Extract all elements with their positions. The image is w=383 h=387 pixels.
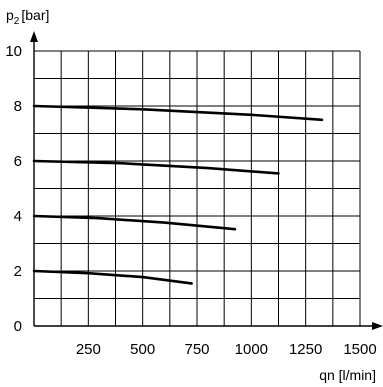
y-axis-label-main: p	[6, 7, 14, 23]
series-line-1	[32, 269, 193, 285]
y-axis-label-unit: [bar]	[21, 7, 49, 23]
series-lines	[32, 104, 324, 285]
x-tick-label: 1250	[289, 341, 322, 358]
x-tick-label: 500	[130, 341, 155, 358]
x-axis-label: qn [l/min]	[319, 367, 376, 383]
y-tick-label: 8	[14, 98, 22, 115]
y-tick-label: 4	[14, 208, 22, 225]
y-axis-arrow	[30, 31, 38, 42]
tick-labels: 250 500 750 1000 1250 1500 0 2 4 6 8 10	[5, 43, 376, 358]
series-line-2	[32, 214, 237, 231]
y-axis-label-sub: 2	[14, 16, 20, 27]
y-tick-label: 10	[5, 43, 22, 60]
y-tick-label: 0	[14, 318, 22, 335]
grid	[34, 50, 361, 326]
series-line-3	[32, 159, 280, 175]
x-tick-label: 250	[76, 341, 101, 358]
x-tick-label: 750	[184, 341, 209, 358]
series-line-4	[32, 104, 324, 122]
x-tick-label: 1000	[235, 341, 268, 358]
x-tick-label: 1500	[343, 341, 376, 358]
x-axis-arrow	[372, 322, 383, 330]
y-axis-label: p2 [bar]	[6, 7, 49, 27]
axes	[30, 31, 383, 330]
y-tick-label: 6	[14, 153, 22, 170]
y-tick-label: 2	[14, 263, 22, 280]
